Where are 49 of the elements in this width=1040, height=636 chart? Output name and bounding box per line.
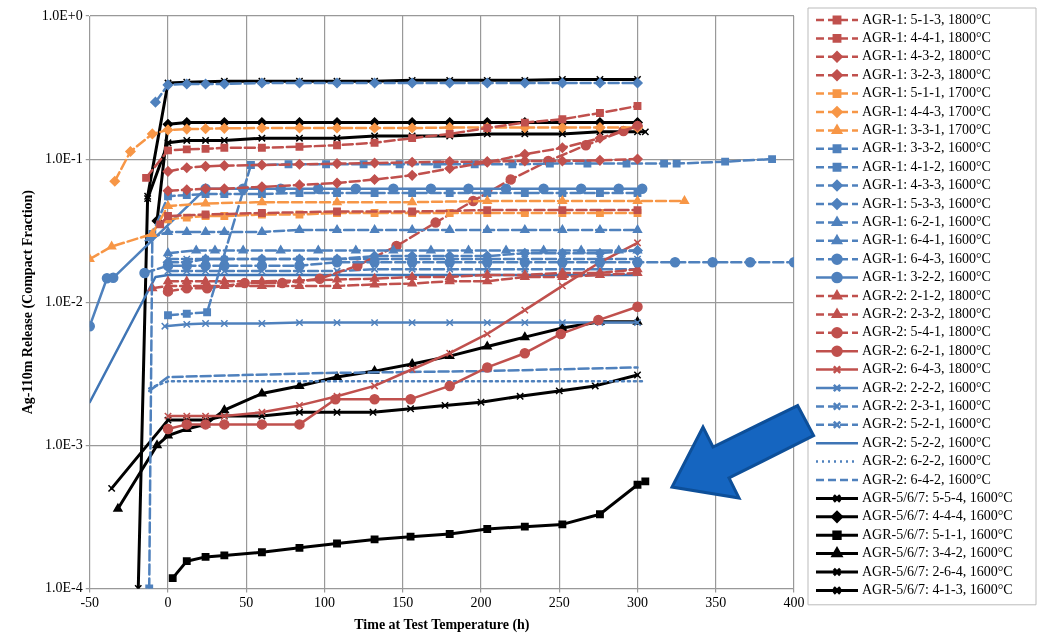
y-tick-label: 1.0E-3	[45, 436, 83, 452]
legend-label: AGR-2: 6-2-1, 1800°C	[862, 342, 991, 358]
legend-label: AGR-1: 3-3-1, 1700°C	[862, 122, 991, 138]
y-tick-label: 1.0E-4	[45, 580, 83, 596]
x-tick-label: 200	[470, 595, 492, 611]
x-tick-label: 50	[239, 595, 254, 611]
legend-label: AGR-2: 6-4-3, 1800°C	[862, 361, 991, 377]
y-tick-label: 1.0E-1	[45, 150, 83, 166]
legend-label: AGR-1: 4-3-2, 1800°C	[862, 48, 991, 64]
legend-label: AGR-1: 4-1-2, 1600°C	[862, 158, 991, 174]
legend-label: AGR-2: 6-2-2, 1600°C	[862, 453, 991, 469]
y-axis-title: Ag-110m Release (Compact Fraction)	[20, 189, 37, 415]
legend-label: AGR-1: 3-2-3, 1800°C	[862, 66, 991, 82]
legend-label: AGR-5/6/7: 5-5-4, 1600°C	[862, 490, 1013, 506]
legend-label: AGR-1: 5-1-3, 1800°C	[862, 11, 991, 27]
legend-label: AGR-1: 6-2-1, 1600°C	[862, 214, 991, 230]
legend-label: AGR-2: 2-2-2, 1600°C	[862, 379, 991, 395]
legend-label: AGR-5/6/7: 3-4-2, 1600°C	[862, 545, 1013, 561]
x-tick-label: 300	[627, 595, 648, 611]
x-axis-title: Time at Test Temperature (h)	[354, 617, 530, 634]
legend-label: AGR-1: 5-3-3, 1600°C	[862, 195, 991, 211]
legend-label: AGR-1: 4-3-3, 1600°C	[862, 177, 991, 193]
legend-label: AGR-1: 4-4-3, 1700°C	[862, 103, 991, 119]
legend-label: AGR-1: 6-4-3, 1600°C	[862, 250, 991, 266]
x-tick-label: -50	[80, 595, 100, 611]
legend-label: AGR-2: 6-4-2, 1600°C	[862, 471, 991, 487]
legend-label: AGR-2: 2-3-1, 1600°C	[862, 398, 991, 414]
legend-label: AGR-2: 2-1-2, 1800°C	[862, 287, 991, 303]
legend-label: AGR-1: 5-1-1, 1700°C	[862, 85, 991, 101]
x-tick-label: 150	[392, 595, 414, 611]
legend-label: AGR-1: 4-4-1, 1800°C	[862, 30, 991, 46]
legend-label: AGR-1: 3-3-2, 1600°C	[862, 140, 991, 156]
legend-label: AGR-1: 6-4-1, 1600°C	[862, 232, 991, 248]
y-tick-label: 1.0E+0	[41, 7, 83, 23]
x-tick-label: 0	[164, 595, 172, 611]
legend-label: AGR-2: 5-2-2, 1600°C	[862, 434, 991, 450]
x-tick-label: 400	[783, 595, 805, 611]
x-tick-label: 250	[548, 595, 570, 611]
legend-label: AGR-2: 2-3-2, 1800°C	[862, 306, 991, 322]
y-tick-label: 1.0E-2	[45, 293, 83, 309]
legend-label: AGR-5/6/7: 4-4-4, 1600°C	[862, 508, 1013, 524]
legend-label: AGR-2: 5-4-1, 1800°C	[862, 324, 991, 340]
legend-label: AGR-2: 5-2-1, 1600°C	[862, 416, 991, 432]
x-tick-label: 350	[705, 595, 727, 611]
x-tick-label: 100	[314, 595, 335, 611]
legend-label: AGR-5/6/7: 4-1-3, 1600°C	[862, 582, 1013, 598]
legend-label: AGR-5/6/7: 5-1-1, 1600°C	[862, 526, 1013, 542]
legend-label: AGR-5/6/7: 2-6-4, 1600°C	[862, 563, 1013, 579]
legend-label: AGR-1: 3-2-2, 1600°C	[862, 269, 991, 285]
